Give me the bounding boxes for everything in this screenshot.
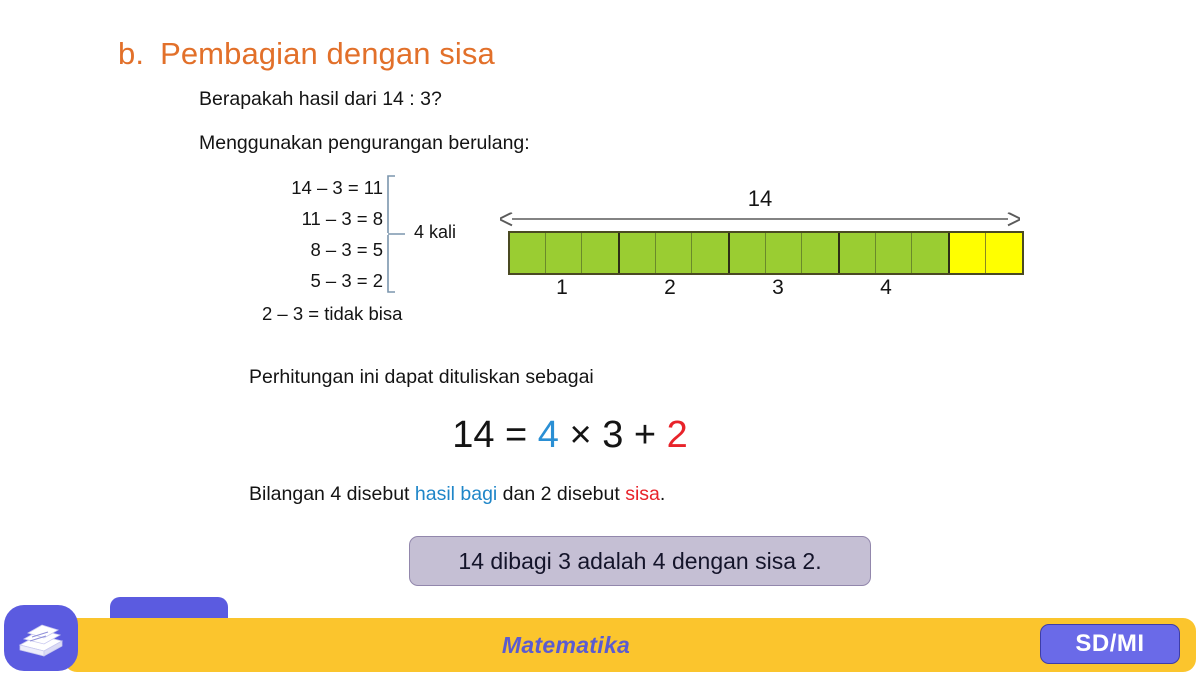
- subtraction-step: 14 – 3 = 11: [291, 177, 383, 198]
- conclusion-text: 14 dibagi 3 adalah 4 dengan sisa 2.: [458, 547, 822, 574]
- bar-cell-remainder: [950, 233, 986, 273]
- bar-cell: [802, 233, 838, 273]
- bar-group-1: [510, 233, 618, 273]
- group-label-row: 1 2 3 4: [508, 276, 940, 300]
- subtraction-step: 8 – 3 = 5: [310, 239, 383, 260]
- repetition-bracket-icon: [387, 175, 405, 293]
- footer-logo: [4, 605, 78, 671]
- unit-bar-strip: [508, 231, 1024, 275]
- bar-group-2: [618, 233, 728, 273]
- equation-left: 14 =: [452, 414, 538, 456]
- bar-cell: [620, 233, 656, 273]
- books-icon: [18, 624, 64, 657]
- bar-cell: [692, 233, 728, 273]
- footer-subject-label: Matematika: [501, 631, 631, 658]
- span-total-label: 14: [747, 186, 773, 211]
- group-label: 1: [556, 276, 568, 299]
- conclusion-callout: 14 dibagi 3 adalah 4 dengan sisa 2.: [409, 536, 871, 586]
- bar-cell: [840, 233, 876, 273]
- bar-cell: [912, 233, 948, 273]
- group-label: 3: [772, 276, 784, 299]
- slide-footer: Matematika SD/MI: [0, 595, 1200, 675]
- repetition-count-label: 4 kali: [414, 222, 457, 242]
- bar-cell-remainder: [986, 233, 1022, 273]
- division-equation: 14 = 4 × 3 + 2: [0, 414, 1140, 457]
- bar-cell: [510, 233, 546, 273]
- bar-cell: [546, 233, 582, 273]
- bar-cell: [582, 233, 618, 273]
- bar-cell: [656, 233, 692, 273]
- equation-remainder: 2: [666, 414, 688, 456]
- terms-sentence: Bilangan 4 disebut hasil bagi dan 2 dise…: [249, 483, 665, 506]
- written-as-text: Perhitungan ini dapat dituliskan sebagai: [249, 366, 594, 388]
- bar-group-4: [838, 233, 948, 273]
- equation-middle: × 3 +: [558, 414, 667, 456]
- subtraction-step: 5 – 3 = 2: [310, 270, 383, 291]
- terms-suffix: .: [659, 483, 666, 505]
- group-label: 2: [664, 276, 676, 299]
- subtraction-step-invalid: 2 – 3 = tidak bisa: [262, 303, 403, 324]
- bar-group-3: [728, 233, 838, 273]
- terms-prefix: Bilangan 4 disebut: [249, 483, 415, 505]
- subtraction-steps-list: 14 – 3 = 11 11 – 3 = 8 8 – 3 = 5 5 – 3 =…: [243, 172, 383, 296]
- unit-bar-diagram: 14: [500, 186, 1024, 311]
- quotient-term: hasil bagi: [414, 483, 498, 505]
- method-text: Menggunakan pengurangan berulang:: [199, 132, 530, 154]
- bar-cell: [730, 233, 766, 273]
- span-arrow-icon: [500, 211, 1020, 227]
- terms-middle: dan 2 disebut: [497, 483, 626, 505]
- page-title: b. Pembagian dengan sisa: [118, 36, 495, 72]
- bar-cell: [876, 233, 912, 273]
- bar-group-remainder: [948, 233, 1022, 273]
- question-text: Berapakah hasil dari 14 : 3?: [199, 88, 442, 110]
- title-marker: b.: [118, 36, 145, 71]
- title-text: Pembagian dengan sisa: [160, 36, 495, 71]
- remainder-term: sisa: [625, 483, 660, 505]
- subtraction-step: 11 – 3 = 8: [301, 208, 383, 229]
- bar-cell: [766, 233, 802, 273]
- group-label: 4: [880, 276, 892, 299]
- footer-bar: [64, 618, 1196, 672]
- equation-quotient: 4: [537, 414, 559, 456]
- footer-level-badge: SD/MI: [1040, 624, 1180, 664]
